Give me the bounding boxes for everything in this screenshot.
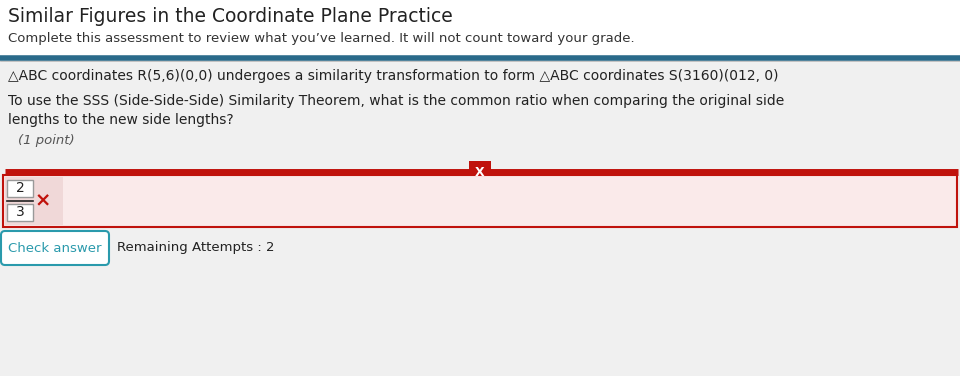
Text: Check answer: Check answer (9, 241, 102, 255)
FancyBboxPatch shape (5, 177, 63, 225)
FancyBboxPatch shape (469, 161, 491, 183)
Text: ×: × (35, 191, 51, 211)
Text: 3: 3 (15, 206, 24, 220)
Text: X: X (475, 165, 485, 179)
Text: Remaining Attempts : 2: Remaining Attempts : 2 (117, 241, 275, 255)
Text: (1 point): (1 point) (18, 134, 75, 147)
Text: 2: 2 (15, 182, 24, 196)
FancyBboxPatch shape (0, 0, 960, 58)
Text: lengths to the new side lengths?: lengths to the new side lengths? (8, 113, 233, 127)
FancyBboxPatch shape (7, 180, 33, 197)
FancyBboxPatch shape (3, 175, 957, 227)
Text: △ABC coordinates R(5,6)(0,0) undergoes a similarity transformation to form △ABC : △ABC coordinates R(5,6)(0,0) undergoes a… (8, 69, 779, 83)
FancyBboxPatch shape (0, 61, 960, 376)
Text: Complete this assessment to review what you’ve learned. It will not count toward: Complete this assessment to review what … (8, 32, 635, 45)
FancyBboxPatch shape (7, 204, 33, 221)
FancyBboxPatch shape (1, 231, 109, 265)
Text: Similar Figures in the Coordinate Plane Practice: Similar Figures in the Coordinate Plane … (8, 7, 453, 26)
Text: To use the SSS (Side-Side-Side) Similarity Theorem, what is the common ratio whe: To use the SSS (Side-Side-Side) Similari… (8, 94, 784, 108)
